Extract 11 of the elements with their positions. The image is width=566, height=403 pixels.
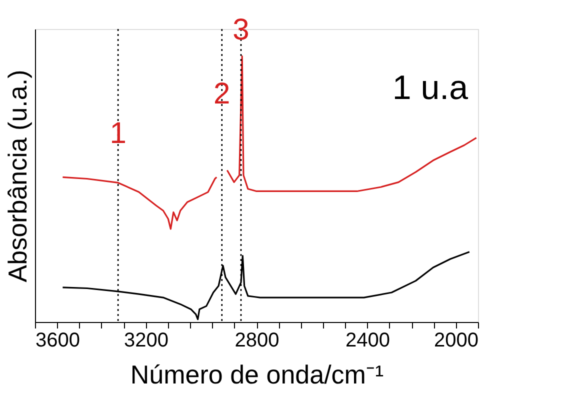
y-axis-title: Absorbância (u.a.): [2, 70, 32, 282]
x-axis-title: Número de onda/cm⁻¹: [130, 360, 384, 390]
x-tick-label: 3200: [124, 330, 168, 352]
x-tick-label: 3600: [36, 330, 80, 352]
annotation: 1: [110, 117, 126, 150]
x-tick-label: 2000: [434, 330, 478, 352]
x-tick-label: 2800: [234, 330, 280, 352]
annotation: 1 u.a: [392, 69, 468, 107]
annotation: 2: [214, 77, 230, 110]
x-tick-label: 2400: [346, 330, 390, 352]
annotation: 3: [232, 14, 250, 47]
